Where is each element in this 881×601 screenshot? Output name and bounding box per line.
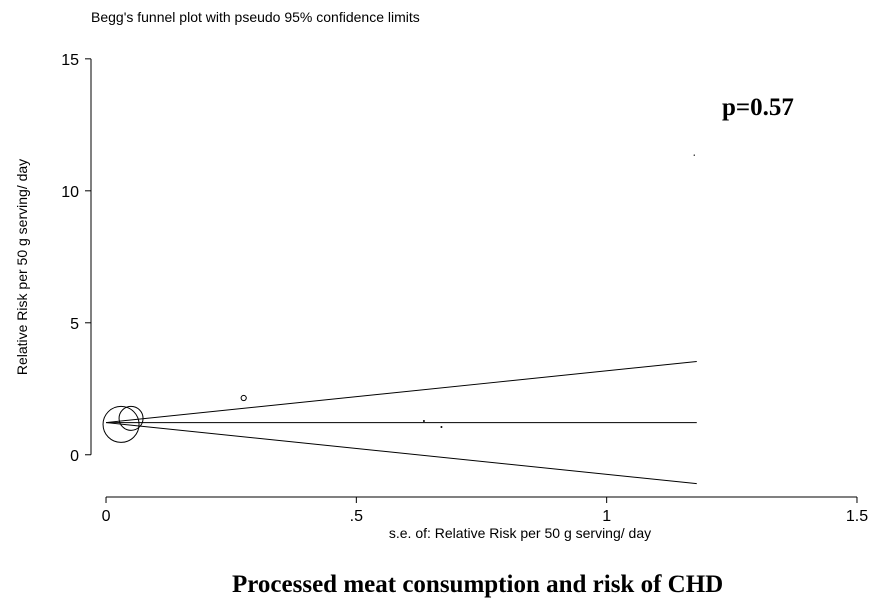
data-points [102,154,695,443]
study-point [240,394,247,402]
x-tick-label: 0 [102,508,111,525]
x-ticks: 0 .5 1 1.5 [102,497,868,525]
x-axis-label: s.e. of: Relative Risk per 50 g serving/… [389,525,651,541]
study-point [422,419,425,422]
y-tick-label: 5 [70,316,79,333]
upper-confidence-limit-line [105,361,697,424]
y-tick-label: 0 [70,448,79,465]
chart-title: Begg's funnel plot with pseudo 95% confi… [91,9,420,25]
y-axis-label: Relative Risk per 50 g serving/ day [14,159,30,375]
funnel-lines [105,361,697,485]
y-ticks: 0 5 10 15 [61,52,91,465]
x-tick-label: 1 [602,508,611,525]
y-tick-label: 10 [61,184,79,201]
study-point [693,154,695,156]
axes [90,58,857,498]
study-point [440,426,443,429]
y-tick-label: 15 [61,52,79,69]
p-value-annotation: p=0.57 [722,94,794,121]
study-point [118,405,144,431]
x-tick-label: .5 [350,508,363,525]
lower-confidence-limit-line [105,422,697,485]
chart-caption: Processed meat consumption and risk of C… [232,571,723,598]
x-tick-label: 1.5 [846,508,868,525]
study-point [102,405,140,443]
